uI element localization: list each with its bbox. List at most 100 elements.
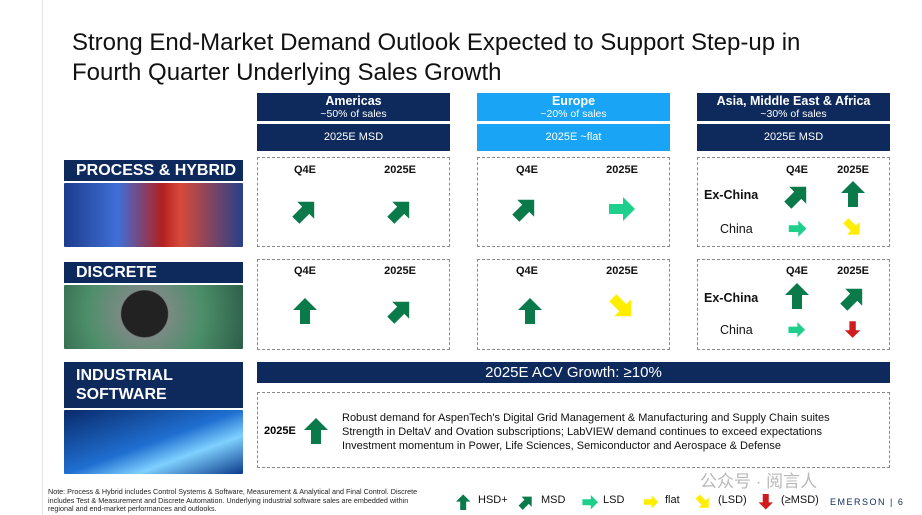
cell xyxy=(257,259,450,350)
photo xyxy=(64,183,243,247)
cell xyxy=(477,157,670,247)
arrow-icon xyxy=(605,290,639,324)
arrow-shape xyxy=(836,281,870,315)
region-outlook: 2025E MSD xyxy=(697,124,890,151)
arrow-icon xyxy=(643,495,659,509)
column-header: 2025E xyxy=(606,265,638,277)
arrow-icon xyxy=(836,281,870,315)
region-name: Americas xyxy=(325,94,382,108)
arrow-shape xyxy=(840,215,866,241)
column-header: 2025E xyxy=(837,164,869,176)
point: Strength in DeltaV and Ovation subscript… xyxy=(342,426,823,438)
arrow-icon xyxy=(845,321,861,339)
arrow-shape xyxy=(692,491,714,513)
arrow-shape xyxy=(518,298,542,324)
row-label: Ex-China xyxy=(704,188,759,202)
arrow-icon xyxy=(785,283,809,309)
arrow-icon xyxy=(515,491,537,513)
column-header: 2025E xyxy=(606,164,638,176)
arrow-icon xyxy=(789,220,807,238)
legend-label: flat xyxy=(665,494,680,506)
arrow-shape xyxy=(605,290,639,324)
arrow-shape xyxy=(582,494,598,510)
arrow-shape xyxy=(609,197,635,221)
column-header: Q4E xyxy=(293,265,316,277)
segment-label: PROCESS & HYBRID xyxy=(64,160,243,181)
legend-label: MSD xyxy=(541,494,566,506)
row-label: China xyxy=(720,323,753,337)
arrow-icon xyxy=(304,418,328,444)
legend-label: LSD xyxy=(603,494,625,506)
arrow-icon xyxy=(455,494,471,510)
software-points: Robust demand for AspenTech's Digital Gr… xyxy=(342,411,882,453)
photo xyxy=(64,410,243,474)
legend-label: HSD+ xyxy=(478,494,508,506)
arrow-shape xyxy=(293,298,317,324)
software-box xyxy=(257,392,890,468)
arrow-shape xyxy=(841,181,865,207)
arrow-icon xyxy=(840,215,866,241)
region-name: Europe xyxy=(551,94,596,108)
segment-label: DISCRETE xyxy=(64,262,243,283)
title: Strong End-Market Demand Outlook Expecte… xyxy=(72,29,801,86)
arrow-icon xyxy=(288,194,322,228)
column-header: Q4E xyxy=(293,164,316,176)
software-label: 2025E xyxy=(264,425,296,437)
arrow-shape xyxy=(845,321,861,339)
column-header: 2025E xyxy=(384,265,416,277)
arrow-icon xyxy=(780,179,814,213)
acv-bar: 2025E ACV Growth: ≥10% xyxy=(257,362,890,383)
cell xyxy=(257,157,450,247)
cell xyxy=(697,157,890,247)
region-header: Europe ~20% of sales xyxy=(477,93,670,121)
arrow-icon xyxy=(383,194,417,228)
cell xyxy=(697,259,890,350)
region-outlook: 2025E ~flat xyxy=(477,124,670,151)
arrow-shape xyxy=(383,194,417,228)
arrow-icon xyxy=(758,494,774,510)
segment-label: INDUSTRIAL SOFTWARE xyxy=(64,362,243,408)
arrow-icon xyxy=(383,294,417,328)
legend-label: (≥MSD) xyxy=(781,494,819,506)
point: Investment momentum in Power, Life Scien… xyxy=(342,440,782,452)
arrow-shape xyxy=(643,495,659,509)
column-header: Q4E xyxy=(515,164,538,176)
region-name: Asia, Middle East & Africa xyxy=(716,94,871,108)
arrow-shape xyxy=(785,283,809,309)
brand: EMERSON | 6 xyxy=(830,497,905,507)
point: Robust demand for AspenTech's Digital Gr… xyxy=(342,412,830,424)
footnote: Note: Process & Hybrid includes Control … xyxy=(48,487,418,514)
arrow-shape xyxy=(515,491,537,513)
region-share: ~50% of sales xyxy=(320,108,387,120)
region-share: ~20% of sales xyxy=(540,108,607,120)
arrow-shape xyxy=(288,194,322,228)
cell xyxy=(477,259,670,350)
region-header: Americas ~50% of sales xyxy=(257,93,450,121)
region-share: ~30% of sales xyxy=(760,108,827,120)
column-header: Q4E xyxy=(515,265,538,277)
row-label: China xyxy=(720,222,753,236)
arrow-icon xyxy=(582,494,598,510)
arrow-icon xyxy=(788,322,806,338)
arrow-shape xyxy=(383,294,417,328)
arrow-icon xyxy=(518,298,542,324)
arrow-shape xyxy=(788,322,806,338)
arrow-icon xyxy=(508,192,542,226)
row-label: Ex-China xyxy=(704,291,759,305)
legend-label: (LSD) xyxy=(718,494,747,506)
watermark: 公众号 · 阅言人 xyxy=(700,472,818,491)
arrow-shape xyxy=(304,418,328,444)
arrow-icon xyxy=(609,197,635,221)
arrow-shape xyxy=(789,220,807,238)
column-header: 2025E xyxy=(384,164,416,176)
arrow-icon xyxy=(293,298,317,324)
column-header: Q4E xyxy=(785,265,808,277)
region-header: Asia, Middle East & Africa ~30% of sales xyxy=(697,93,890,121)
region-outlook: 2025E MSD xyxy=(257,124,450,151)
arrow-shape xyxy=(758,494,774,510)
arrow-shape xyxy=(455,494,471,510)
edge-line xyxy=(42,0,43,515)
arrow-icon xyxy=(841,181,865,207)
arrow-shape xyxy=(508,192,542,226)
photo xyxy=(64,285,243,349)
